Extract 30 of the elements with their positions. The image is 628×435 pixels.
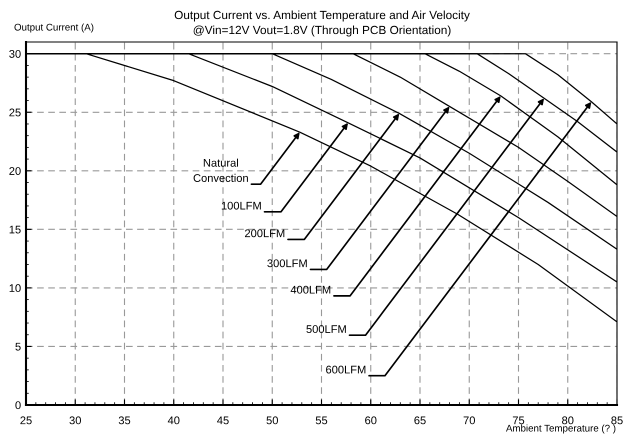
x-tick-label: 30 (69, 416, 81, 424)
y-tick-label: 30 (9, 50, 21, 58)
annotation: 200LFM (244, 229, 284, 238)
x-tick-label: 65 (414, 416, 426, 424)
x-tick-label: 60 (365, 416, 376, 424)
y-tick-label: 20 (9, 167, 21, 175)
annotation: 300LFM (267, 259, 307, 268)
annotation: 400LFM (290, 286, 330, 294)
y-tick-label: 25 (9, 108, 21, 116)
chart-subtitle: @Vin=12V Vout=1.8V (Through PCB Orientation) (194, 26, 451, 36)
x-axis-title: Ambient Temperature (? ) (506, 424, 616, 434)
y-tick-label: 15 (10, 226, 21, 234)
annotation: 500LFM (306, 325, 346, 334)
x-tick-label: 80 (562, 416, 574, 424)
x-tick-label: 70 (464, 416, 475, 424)
x-tick-label: 45 (217, 416, 229, 424)
x-tick-label: 35 (118, 416, 130, 424)
x-tick-label: 75 (512, 416, 524, 424)
y-tick-label: 10 (10, 284, 21, 292)
annotation: 100LFM (222, 202, 261, 210)
annotation: Natural Convection (194, 158, 248, 182)
y-axis-title: Output Current (A) (14, 23, 94, 33)
x-tick-label: 55 (316, 416, 328, 424)
x-tick-label: 85 (611, 416, 623, 424)
chart-title: Output Current vs. Ambient Temperature and Air Velocity (174, 10, 470, 22)
y-tick-label: 5 (15, 342, 21, 351)
y-tick-label: 0 (15, 401, 21, 410)
x-tick-label: 50 (266, 416, 278, 424)
annotation: 600LFM (326, 366, 366, 374)
x-tick-label: 40 (168, 416, 180, 424)
